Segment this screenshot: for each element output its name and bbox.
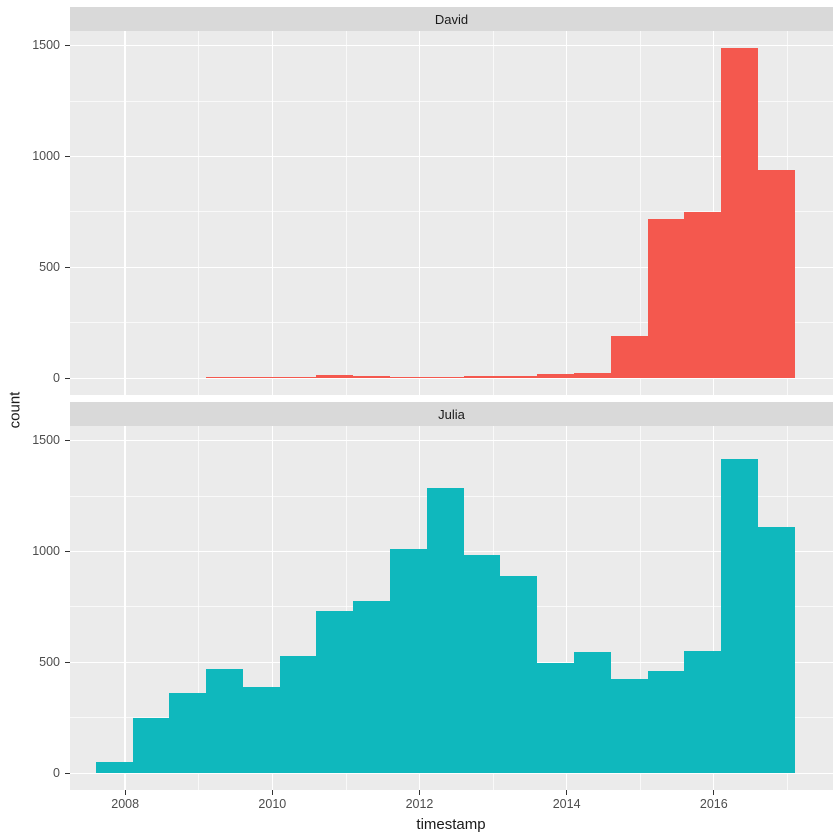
gridline-minor-vertical bbox=[639, 426, 641, 790]
y-axis-tick bbox=[65, 439, 70, 441]
gridline-minor-vertical bbox=[345, 426, 347, 790]
histogram-bar bbox=[206, 376, 243, 379]
gridline-minor-vertical bbox=[198, 31, 200, 395]
gridline-major-vertical bbox=[418, 31, 421, 395]
histogram-bar bbox=[316, 375, 354, 379]
y-axis-tick bbox=[65, 44, 70, 46]
x-axis-tick-label: 2010 bbox=[258, 797, 287, 811]
histogram-bar bbox=[242, 377, 280, 379]
gridline-major-horizontal bbox=[70, 266, 833, 269]
histogram-bar bbox=[684, 651, 722, 774]
gridline-major-vertical bbox=[124, 31, 126, 395]
y-axis-tick bbox=[65, 661, 70, 663]
x-axis-tick-label: 2008 bbox=[111, 797, 140, 811]
histogram-bar bbox=[721, 47, 758, 379]
gridline-major-horizontal bbox=[70, 155, 833, 158]
histogram-bar bbox=[610, 679, 648, 774]
gridline-major-horizontal bbox=[70, 377, 833, 380]
histogram-bar bbox=[757, 526, 795, 774]
histogram-bar bbox=[463, 554, 501, 774]
x-axis-tick-label: 2016 bbox=[699, 797, 728, 811]
x-axis-tick bbox=[271, 790, 273, 795]
histogram-bar bbox=[279, 377, 317, 379]
histogram-bar bbox=[353, 601, 391, 774]
gridline-minor-vertical bbox=[345, 31, 347, 395]
gridline-major-horizontal bbox=[70, 44, 833, 47]
x-axis-tick bbox=[124, 790, 126, 795]
gridline-major-vertical bbox=[713, 426, 715, 790]
y-axis-tick-label: 500 bbox=[39, 259, 60, 274]
histogram-bar bbox=[647, 218, 685, 379]
x-axis-tick bbox=[713, 790, 715, 795]
y-axis-tick bbox=[65, 266, 70, 268]
gridline-major-vertical bbox=[271, 426, 274, 790]
gridline-minor-horizontal bbox=[70, 100, 833, 102]
histogram-bar bbox=[242, 686, 280, 774]
y-axis-tick bbox=[65, 377, 70, 379]
x-axis-tick bbox=[566, 790, 568, 795]
histogram-bar bbox=[721, 459, 758, 774]
gridline-minor-horizontal bbox=[70, 211, 833, 213]
histogram-bar bbox=[684, 211, 722, 379]
y-axis-tick-label: 500 bbox=[39, 654, 60, 669]
histogram-bar bbox=[610, 336, 648, 379]
gridline-major-vertical bbox=[565, 31, 568, 395]
histogram-bar bbox=[574, 652, 611, 774]
histogram-bar bbox=[757, 169, 795, 379]
histogram-bar bbox=[500, 375, 538, 379]
histogram-bar bbox=[316, 611, 354, 774]
gridline-minor-vertical bbox=[492, 31, 494, 395]
gridline-minor-vertical bbox=[639, 31, 641, 395]
y-axis-tick-label: 1500 bbox=[32, 432, 60, 447]
y-axis-tick-label: 0 bbox=[53, 370, 60, 385]
y-axis-tick-label: 0 bbox=[53, 765, 60, 780]
x-axis-tick bbox=[418, 790, 420, 795]
histogram-bar bbox=[537, 663, 574, 774]
gridline-major-vertical bbox=[124, 426, 126, 790]
facet-strip-label: David bbox=[434, 11, 469, 27]
x-axis-tick-label: 2014 bbox=[552, 797, 581, 811]
y-axis-tick-label: 1000 bbox=[32, 148, 60, 163]
y-axis-tick bbox=[65, 155, 70, 157]
facet-strip-label: Julia bbox=[438, 406, 465, 422]
histogram-bar bbox=[353, 376, 391, 379]
histogram-bar bbox=[500, 575, 538, 774]
y-axis-tick bbox=[65, 772, 70, 774]
y-axis-tick-label: 1000 bbox=[32, 543, 60, 558]
gridline-minor-horizontal bbox=[70, 322, 833, 324]
facet-panel-julia bbox=[70, 426, 833, 790]
gridline-major-horizontal bbox=[70, 439, 833, 442]
histogram-bar bbox=[390, 376, 427, 379]
facet-strip-david: David bbox=[70, 7, 833, 31]
y-axis-title: count bbox=[6, 391, 24, 429]
histogram-bar bbox=[206, 669, 243, 774]
histogram-bar bbox=[574, 372, 611, 379]
histogram-bar bbox=[463, 376, 501, 379]
histogram-bar bbox=[537, 374, 574, 379]
x-axis-title: timestamp bbox=[416, 816, 486, 833]
gridline-major-vertical bbox=[271, 31, 274, 395]
gridline-minor-vertical bbox=[198, 426, 200, 790]
facet-panel-david bbox=[70, 31, 833, 395]
histogram-bar bbox=[95, 762, 133, 774]
histogram-bar bbox=[169, 693, 207, 774]
histogram-bar bbox=[426, 488, 464, 774]
histogram-bar bbox=[279, 655, 317, 774]
y-axis-tick bbox=[65, 550, 70, 552]
facet-strip-julia: Julia bbox=[70, 402, 833, 426]
histogram-bar bbox=[426, 376, 464, 379]
gridline-major-vertical bbox=[565, 426, 568, 790]
x-axis-tick-label: 2012 bbox=[405, 797, 434, 811]
histogram-bar bbox=[390, 549, 427, 774]
y-axis-tick-label: 1500 bbox=[32, 37, 60, 52]
histogram-bar bbox=[132, 717, 170, 774]
histogram-bar bbox=[647, 671, 685, 774]
